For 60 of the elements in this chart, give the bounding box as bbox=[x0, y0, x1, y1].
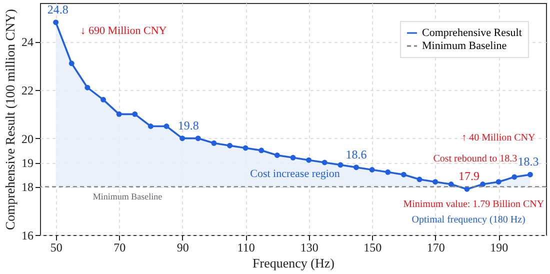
point bbox=[100, 96, 106, 102]
point bbox=[290, 154, 296, 160]
point bbox=[385, 169, 391, 175]
x-tick-label: 130 bbox=[300, 240, 318, 254]
annotation: Optimal frequency (180 Hz) bbox=[412, 214, 526, 226]
point bbox=[84, 84, 90, 90]
point bbox=[512, 174, 518, 180]
point bbox=[274, 152, 280, 158]
point bbox=[432, 179, 438, 185]
annotation: 18.6 bbox=[346, 147, 367, 162]
x-tick-label: 50 bbox=[50, 240, 62, 254]
annotation: ↑ 40 Million CNY bbox=[462, 132, 536, 144]
point bbox=[306, 157, 312, 163]
y-tick-label: 22 bbox=[22, 84, 34, 98]
y-tick-label: 18 bbox=[22, 180, 34, 194]
legend-label: Minimum Baseline bbox=[422, 40, 507, 52]
point bbox=[338, 162, 344, 168]
point bbox=[227, 142, 232, 148]
point bbox=[400, 172, 406, 178]
point bbox=[242, 145, 248, 151]
point bbox=[416, 176, 422, 182]
x-tick-label: 110 bbox=[237, 240, 255, 254]
point bbox=[211, 140, 217, 146]
annotation: 24.8 bbox=[47, 2, 68, 16]
point bbox=[132, 111, 138, 117]
annotation: Minimum Baseline bbox=[92, 192, 162, 202]
annotation: Minimum value: 1.79 Billion CNY bbox=[403, 198, 544, 210]
point bbox=[164, 124, 170, 129]
x-tick-label: 170 bbox=[426, 240, 445, 254]
x-tick-label: 150 bbox=[364, 240, 382, 254]
point bbox=[53, 20, 59, 26]
point bbox=[68, 60, 74, 66]
point bbox=[480, 182, 486, 187]
annotation: Cost increase region bbox=[250, 168, 340, 180]
point bbox=[116, 111, 122, 117]
x-tick-label: 70 bbox=[114, 240, 126, 254]
x-tick-label: 90 bbox=[176, 240, 189, 254]
annotation: 17.9 bbox=[458, 169, 480, 184]
point bbox=[148, 124, 154, 129]
y-tick-label: 20 bbox=[22, 132, 34, 146]
legend-label: Comprehensive Result bbox=[422, 27, 522, 39]
annotation: ↓ 690 Million CNY bbox=[80, 24, 167, 37]
point bbox=[195, 136, 201, 142]
point bbox=[322, 160, 328, 166]
x-axis-title: Frequency (Hz) bbox=[252, 256, 334, 270]
y-tick-label: 16 bbox=[22, 228, 34, 242]
y-tick-label: 19 bbox=[22, 156, 34, 170]
point bbox=[369, 167, 375, 172]
annotation: Cost rebound to 18.3 bbox=[433, 153, 518, 164]
y-axis-title: Comprehensive Result (100 million CNY) bbox=[2, 9, 18, 230]
point bbox=[496, 179, 502, 185]
x-tick-label: 190 bbox=[490, 240, 508, 254]
point bbox=[180, 136, 186, 142]
annotation: 18.3 bbox=[518, 154, 539, 169]
point bbox=[258, 148, 264, 154]
point bbox=[354, 164, 359, 170]
y-tick-label: 24 bbox=[22, 35, 34, 50]
annotation: 19.8 bbox=[178, 118, 199, 132]
point bbox=[448, 182, 454, 187]
point bbox=[527, 172, 533, 178]
